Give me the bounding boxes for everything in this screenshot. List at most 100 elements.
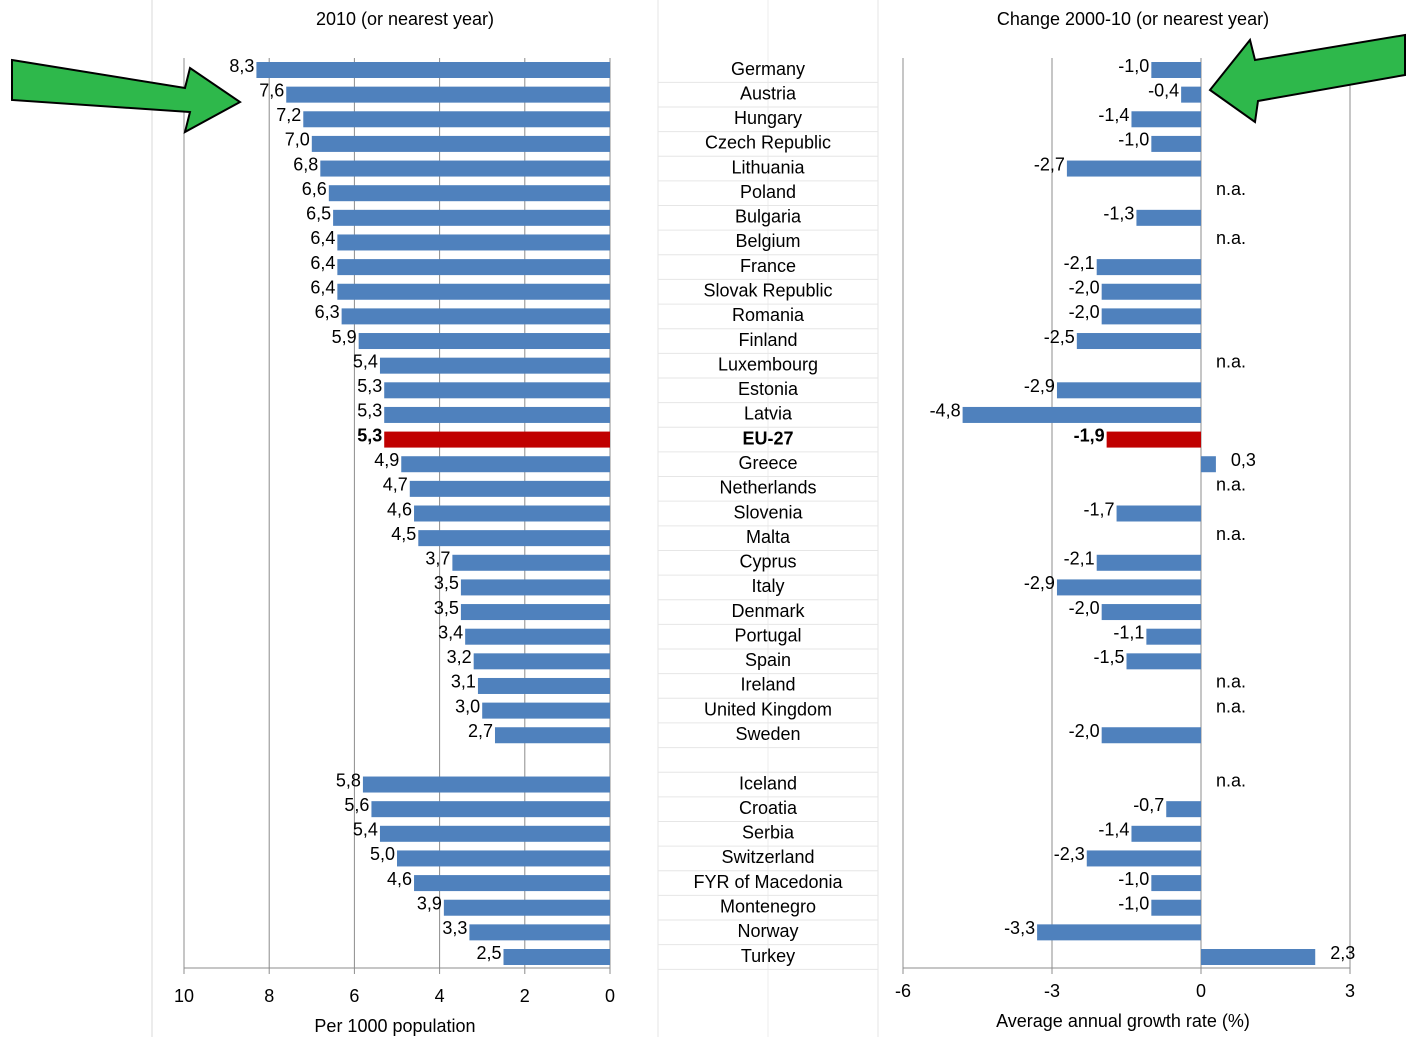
category-label: Finland <box>738 330 797 350</box>
bar <box>1131 825 1201 842</box>
data-label: 2,7 <box>468 721 493 741</box>
bar <box>414 875 610 892</box>
category-label: Germany <box>731 59 805 79</box>
x-tick-label: -3 <box>1044 981 1060 1001</box>
bar <box>460 579 610 596</box>
data-label: -1,0 <box>1118 869 1149 889</box>
data-label: 6,8 <box>293 154 318 174</box>
category-label: Latvia <box>744 404 793 424</box>
data-label: 5,4 <box>353 820 378 840</box>
bar <box>494 727 610 744</box>
category-label: Sweden <box>735 724 800 744</box>
data-label: 4,7 <box>383 475 408 495</box>
x-tick-label: 2 <box>520 986 530 1006</box>
bar <box>477 677 610 694</box>
category-label: Serbia <box>742 823 795 843</box>
category-label: Cyprus <box>739 552 796 572</box>
bar <box>256 62 610 78</box>
data-label: -2,1 <box>1064 253 1095 273</box>
data-label: 3,5 <box>434 573 459 593</box>
data-label: -2,5 <box>1044 327 1075 347</box>
bar <box>503 949 610 965</box>
bar <box>384 406 610 423</box>
data-label: 5,3 <box>357 376 382 396</box>
category-label: Slovenia <box>733 502 803 522</box>
data-label: n.a. <box>1216 524 1246 544</box>
x-tick-label: -6 <box>895 981 911 1001</box>
bar <box>1086 850 1201 867</box>
bar <box>1131 111 1201 128</box>
data-label: 3,0 <box>455 696 480 716</box>
x-tick-label: 0 <box>605 986 615 1006</box>
data-label: -2,7 <box>1034 154 1065 174</box>
bar <box>1037 924 1201 941</box>
data-label: -2,9 <box>1024 376 1055 396</box>
data-label: -1,0 <box>1118 130 1149 150</box>
bar <box>1101 604 1201 621</box>
bar <box>320 160 610 177</box>
bar <box>962 406 1201 423</box>
category-label: Turkey <box>741 946 795 966</box>
category-label: EU-27 <box>742 428 793 448</box>
data-label: 0,3 <box>1231 450 1256 470</box>
data-label: 4,5 <box>391 524 416 544</box>
x-tick-label: 0 <box>1196 981 1206 1001</box>
category-label: Czech Republic <box>705 133 831 153</box>
data-label: 6,3 <box>315 302 340 322</box>
data-label: 4,6 <box>387 869 412 889</box>
x-tick-label: 8 <box>264 986 274 1006</box>
data-label: 3,2 <box>447 647 472 667</box>
x-tick-label: 3 <box>1345 981 1355 1001</box>
bar <box>1106 431 1201 448</box>
bar <box>1151 135 1201 152</box>
data-label: 7,2 <box>276 105 301 125</box>
data-label: 7,6 <box>259 80 284 100</box>
panel-title: Change 2000-10 (or nearest year) <box>997 9 1269 29</box>
data-label: n.a. <box>1216 351 1246 371</box>
bar <box>1101 283 1201 300</box>
x-tick-label: 6 <box>349 986 359 1006</box>
data-label: 4,6 <box>387 499 412 519</box>
bar <box>1151 62 1201 78</box>
bar <box>1096 259 1201 276</box>
data-label: 6,4 <box>310 278 335 298</box>
bar <box>371 801 610 818</box>
x-axis-label: Average annual growth rate (%) <box>996 1011 1250 1031</box>
category-label: Lithuania <box>731 157 805 177</box>
data-label: n.a. <box>1216 228 1246 248</box>
bar <box>469 924 610 941</box>
category-label: Italy <box>751 576 784 596</box>
data-label: 5,6 <box>344 795 369 815</box>
data-label: 3,9 <box>417 893 442 913</box>
data-label: -2,0 <box>1069 721 1100 741</box>
arrow <box>1208 33 1406 124</box>
panel-title: 2010 (or nearest year) <box>316 9 494 29</box>
bar <box>358 333 610 350</box>
category-label: Bulgaria <box>735 207 802 227</box>
data-label: -2,0 <box>1069 278 1100 298</box>
data-label: 5,0 <box>370 844 395 864</box>
bar <box>397 850 610 867</box>
category-label: Belgium <box>735 231 800 251</box>
bar <box>337 234 610 251</box>
category-label: Montenegro <box>720 896 816 916</box>
data-label: -4,8 <box>930 401 961 421</box>
bar <box>452 554 610 571</box>
data-label: -1,0 <box>1118 893 1149 913</box>
category-label: Portugal <box>734 625 801 645</box>
category-label: France <box>740 256 796 276</box>
bar <box>1166 801 1201 818</box>
bar <box>1181 86 1201 103</box>
bar <box>1151 875 1201 892</box>
bar <box>1146 628 1201 645</box>
data-label: 8,3 <box>229 56 254 76</box>
category-label: Croatia <box>739 798 798 818</box>
bar <box>328 185 610 202</box>
category-label: Norway <box>737 921 798 941</box>
data-label: 5,9 <box>332 327 357 347</box>
bar <box>379 357 610 374</box>
bar <box>414 505 610 522</box>
data-label: 5,3 <box>357 401 382 421</box>
x-tick-label: 4 <box>435 986 445 1006</box>
